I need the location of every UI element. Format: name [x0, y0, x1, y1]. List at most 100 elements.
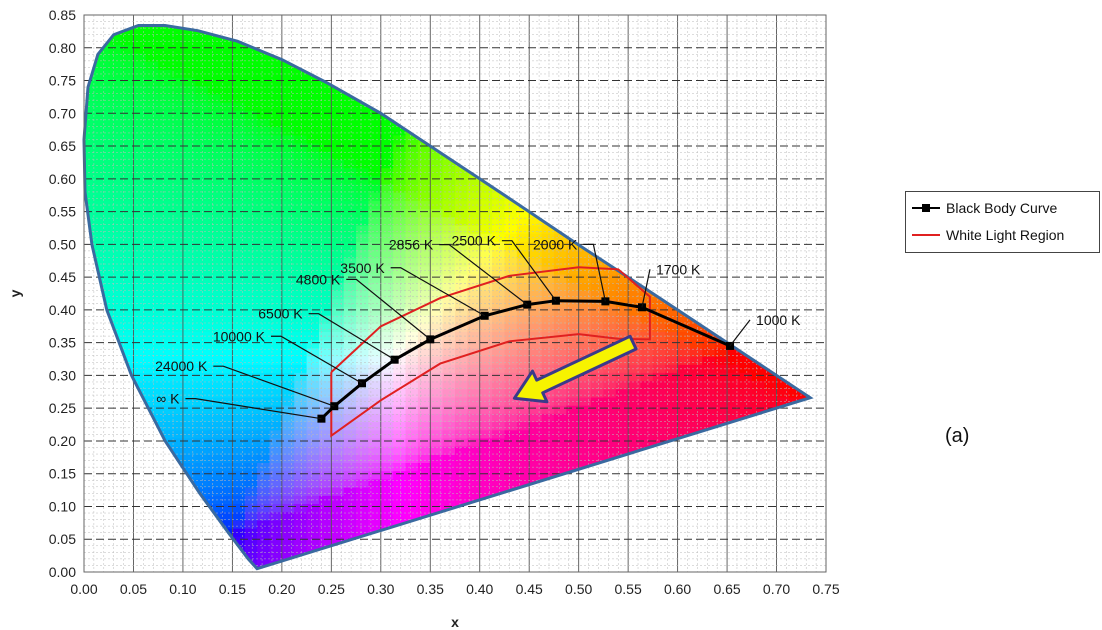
gamut-cell — [393, 52, 407, 62]
gamut-cell — [257, 12, 270, 21]
gamut-cell — [195, 224, 209, 234]
gamut-cell — [739, 372, 753, 382]
gamut-cell — [145, 552, 159, 562]
gamut-cell — [751, 372, 765, 382]
gamut-cell — [170, 175, 184, 185]
gamut-cell — [739, 25, 753, 29]
gamut-cell — [108, 519, 122, 529]
gamut-cell — [640, 126, 654, 136]
gamut-cell — [257, 191, 271, 201]
gamut-cell — [739, 421, 753, 431]
gamut-cell — [356, 265, 370, 275]
gamut-cell — [492, 191, 506, 201]
gamut-cell — [479, 437, 493, 447]
gamut-cell — [84, 478, 98, 488]
gamut-cell — [108, 134, 122, 144]
gamut-cell — [294, 560, 308, 569]
gamut-cell — [826, 36, 839, 45]
gamut-cell — [566, 306, 580, 316]
gamut-cell — [417, 208, 432, 218]
gamut-cell — [455, 323, 469, 332]
gamut-cell — [553, 200, 568, 210]
gamut-cell — [814, 454, 827, 463]
gamut-cell — [343, 347, 357, 357]
gamut-cell — [591, 134, 605, 144]
gamut-cell — [84, 12, 97, 21]
gamut-cell — [281, 486, 296, 496]
gamut-cell — [516, 511, 530, 521]
gamut-cell — [516, 77, 530, 87]
gamut-cell — [121, 85, 135, 95]
gamut-cell — [788, 388, 803, 398]
gamut-cell — [479, 527, 493, 537]
gamut-cell — [751, 519, 765, 529]
gamut-cell — [244, 306, 258, 316]
gamut-cell — [343, 101, 357, 111]
gamut-cell — [578, 454, 592, 463]
gamut-cell — [553, 101, 568, 111]
gamut-cell — [430, 273, 444, 283]
gamut-cell — [467, 151, 481, 160]
gamut-cell — [826, 12, 839, 21]
gamut-cell — [158, 511, 172, 521]
gamut-cell — [294, 273, 308, 283]
gamut-cell — [306, 175, 320, 185]
gamut-cell — [232, 110, 246, 119]
gamut-cell — [195, 101, 209, 111]
gamut-cell — [133, 306, 147, 316]
gamut-cell — [504, 314, 518, 324]
gamut-cell — [467, 273, 481, 283]
gamut-cell — [269, 421, 283, 431]
gamut-cell — [479, 363, 493, 373]
gamut-cell — [442, 216, 456, 226]
gamut-cell — [665, 503, 679, 513]
gamut-cell — [84, 404, 98, 414]
gamut-cell — [133, 527, 147, 537]
gamut-cell — [182, 527, 197, 537]
gamut-cell — [244, 208, 258, 218]
x-tick-label: 0.70 — [763, 581, 790, 597]
gamut-cell — [788, 159, 803, 169]
gamut-cell — [84, 126, 98, 136]
gamut-cell — [170, 249, 184, 259]
gamut-cell — [566, 110, 580, 119]
gamut-cell — [702, 552, 716, 562]
gamut-cell — [281, 282, 296, 291]
gamut-cell — [591, 126, 605, 136]
gamut-cell — [628, 363, 642, 373]
gamut-cell — [121, 544, 135, 554]
gamut-cell — [591, 208, 605, 218]
gamut-cell — [677, 249, 691, 259]
gamut-cell — [479, 347, 493, 357]
gamut-cell — [764, 380, 778, 390]
gamut-cell — [591, 110, 605, 119]
gamut-cell — [479, 85, 493, 95]
gamut-cell — [714, 323, 728, 332]
gamut-cell — [751, 200, 765, 210]
gamut-cell — [801, 52, 811, 62]
gamut-cell — [702, 380, 716, 390]
gamut-cell — [405, 282, 419, 291]
gamut-cell — [455, 347, 469, 357]
gamut-cell — [516, 85, 530, 95]
gamut-cell — [516, 134, 530, 144]
gamut-cell — [529, 486, 543, 496]
gamut-cell — [145, 142, 159, 152]
gamut-cell — [306, 380, 320, 390]
x-tick-label: 0.35 — [417, 581, 444, 597]
gamut-cell — [442, 437, 456, 447]
gamut-cell — [714, 462, 728, 472]
gamut-cell — [380, 323, 394, 332]
gamut-cell — [492, 249, 506, 259]
gamut-cell — [281, 175, 296, 185]
gamut-cell — [702, 355, 716, 365]
gamut-cell — [331, 167, 345, 177]
gamut-cell — [690, 224, 704, 234]
gamut-cell — [788, 404, 803, 414]
gamut-cell — [479, 52, 493, 62]
gamut-cell — [294, 495, 308, 504]
gamut-cell — [306, 519, 320, 529]
gamut-cell — [368, 470, 382, 480]
gamut-cell — [146, 12, 159, 21]
gamut-cell — [121, 28, 135, 38]
